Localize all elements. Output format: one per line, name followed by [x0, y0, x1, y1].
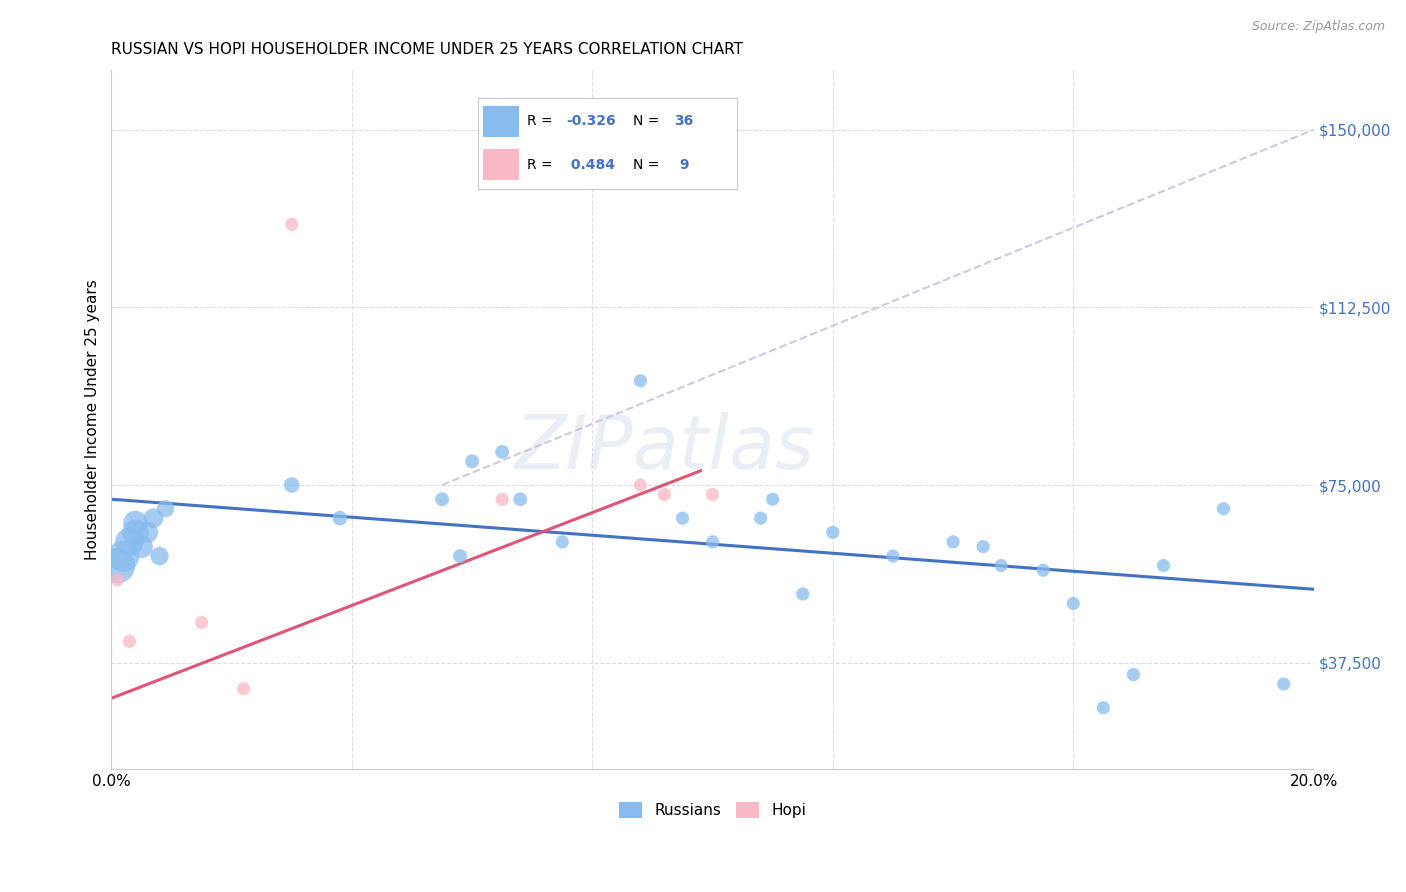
Point [142, 511, 165, 525]
Text: RUSSIAN VS HOPI HOUSEHOLDER INCOME UNDER 25 YEARS CORRELATION CHART: RUSSIAN VS HOPI HOUSEHOLDER INCOME UNDER… [111, 42, 744, 57]
Point [1272, 677, 1295, 691]
Point [1092, 700, 1115, 714]
Point [107, 573, 129, 587]
Point [136, 525, 159, 540]
Point [509, 492, 531, 507]
Point [990, 558, 1012, 573]
Point [1032, 563, 1054, 577]
Point [882, 549, 904, 563]
Point [551, 534, 574, 549]
Point [749, 511, 772, 525]
Point [118, 534, 141, 549]
Point [792, 587, 814, 601]
Point [281, 478, 304, 492]
Point [461, 454, 484, 468]
Point [190, 615, 212, 630]
Point [148, 549, 170, 563]
Point [124, 525, 146, 540]
Point [942, 534, 965, 549]
Y-axis label: Householder Income Under 25 years: Householder Income Under 25 years [86, 279, 100, 560]
Point [630, 478, 652, 492]
Point [232, 681, 254, 696]
Point [762, 492, 785, 507]
Point [654, 487, 676, 501]
Point [491, 492, 513, 507]
Point [1062, 597, 1084, 611]
Point [1122, 667, 1144, 681]
Point [118, 634, 141, 648]
Legend: Russians, Hopi: Russians, Hopi [613, 797, 813, 824]
Point [702, 487, 724, 501]
Point [630, 374, 652, 388]
Point [1153, 558, 1175, 573]
Point [124, 516, 146, 530]
Text: Source: ZipAtlas.com: Source: ZipAtlas.com [1251, 20, 1385, 33]
Point [107, 558, 129, 573]
Text: ZIPatlas: ZIPatlas [515, 412, 814, 483]
Point [155, 501, 177, 516]
Point [131, 540, 153, 554]
Point [821, 525, 844, 540]
Point [972, 540, 994, 554]
Point [702, 534, 724, 549]
Point [449, 549, 471, 563]
Point [430, 492, 453, 507]
Point [491, 445, 513, 459]
Point [671, 511, 693, 525]
Point [281, 218, 304, 232]
Point [112, 549, 135, 563]
Point [1212, 501, 1234, 516]
Point [329, 511, 352, 525]
